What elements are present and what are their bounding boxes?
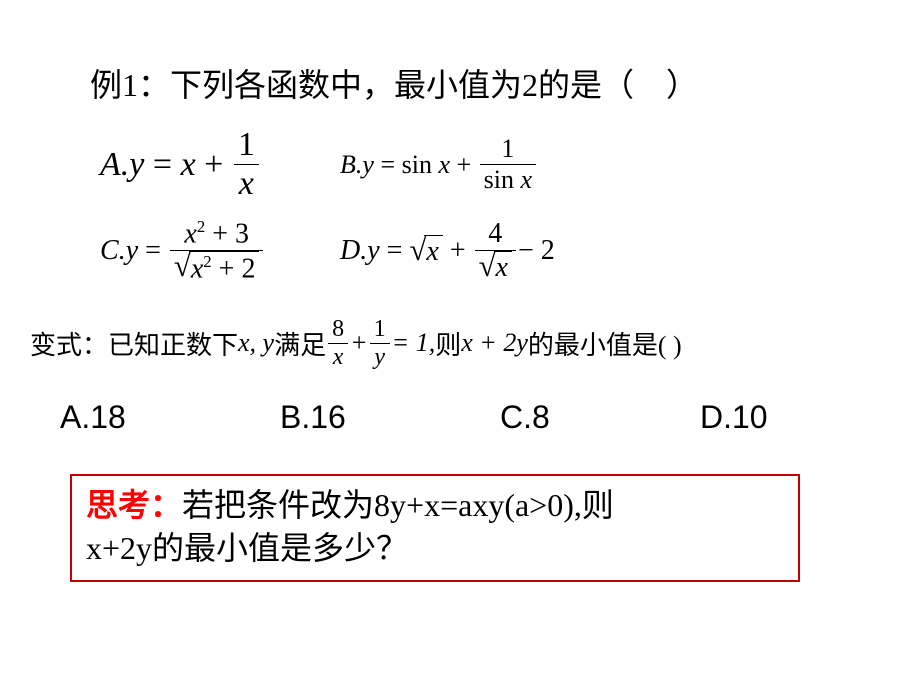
opt-b-sinx: sin sin xx <box>402 150 450 180</box>
option-c: C. y = x2 + 3 √ x2 + 2 <box>100 217 330 286</box>
opt-a-lhs: y <box>129 146 144 184</box>
choice-d: D.10 <box>700 399 768 436</box>
choice-b: B.16 <box>280 399 500 436</box>
row-cd: C. y = x2 + 3 √ x2 + 2 D. y <box>100 217 860 286</box>
sqrt-wrap: √ x2 + 2 <box>174 251 260 285</box>
choice-a: A.18 <box>60 399 280 436</box>
frac-den: y <box>370 344 389 371</box>
sqrt-body: x2 + 2 <box>189 251 260 285</box>
plus-sign: + <box>443 235 473 267</box>
sqrt-body: x <box>494 251 512 284</box>
variant-frac1: 8 x <box>328 316 348 371</box>
think-label: 思考： <box>86 487 182 523</box>
choices-line: A.18 B.16 C.8 D.10 <box>60 399 860 436</box>
row-ab: A. y = x + 1 x B. y = sin sin xx + 1 <box>100 126 860 203</box>
opt-d-tail: − 2 <box>518 235 555 267</box>
frac-den: √ x <box>475 251 516 284</box>
variant-frac2: 1 y <box>370 316 390 371</box>
variant-prefix: 变式：已知正数下 <box>30 325 238 362</box>
opt-b-fraction: 1 sin x <box>480 134 536 195</box>
frac-den: x <box>235 165 258 203</box>
equals-sign: = <box>374 150 402 180</box>
variant-line: 变式：已知正数下 x, y 满足 8 x + 1 y = 1, 则 x + 2y… <box>30 316 860 371</box>
frac-den: x <box>329 344 348 371</box>
plus-sign: + <box>196 146 232 184</box>
opt-d-fraction: 4 √ x <box>475 218 516 284</box>
opt-a-label: A. <box>100 146 129 184</box>
think-box: 思考：若把条件改为8y+x=axy(a>0),则 x+2y的最小值是多少？ <box>70 474 800 582</box>
variant-suffix: 的最小值是( ) <box>528 325 682 362</box>
sqrt-wrap: √ x <box>479 251 512 284</box>
sqrt-body: x <box>424 235 442 268</box>
choice-c: C.8 <box>500 399 700 436</box>
opt-a-fraction: 1 x <box>234 126 259 203</box>
equals-sign: = <box>138 235 168 267</box>
opt-d-label: D. <box>340 235 367 267</box>
think-text2: x+2y的最小值是多少？ <box>86 530 408 566</box>
option-d: D. y = √ x + 4 √ x <box>340 218 555 284</box>
sqrt-icon: √ <box>479 251 496 284</box>
frac-num: 1 <box>497 134 518 164</box>
variant-expr: x + 2y <box>461 328 528 358</box>
options-block: A. y = x + 1 x B. y = sin sin xx + 1 <box>100 126 860 286</box>
sqrt-icon: √ <box>174 251 191 285</box>
variant-eq: = 1, <box>392 328 436 358</box>
opt-a-x: x <box>181 146 196 184</box>
opt-c-label: C. <box>100 235 126 267</box>
plus-sign: + <box>350 328 368 358</box>
frac-num: 1 <box>234 126 259 164</box>
sqrt-x: √ x <box>409 235 442 268</box>
variant-mid2: 则 <box>435 325 461 362</box>
frac-den: √ x2 + 2 <box>170 251 264 285</box>
frac-num: x2 + 3 <box>180 217 253 250</box>
think-text1: 若把条件改为8y+x=axy(a>0),则 <box>182 487 614 523</box>
frac-num: 8 <box>328 316 348 343</box>
opt-b-lhs: y <box>362 150 374 180</box>
slide-page: 例1：下列各函数中，最小值为2的是（ ） A. y = x + 1 x B. y… <box>0 0 920 690</box>
sqrt-icon: √ <box>409 235 426 268</box>
option-b: B. y = sin sin xx + 1 sin x <box>340 134 538 195</box>
plus-sign: + <box>450 150 478 180</box>
opt-c-fraction: x2 + 3 √ x2 + 2 <box>170 217 264 286</box>
frac-num: 4 <box>484 218 506 250</box>
equals-sign: = <box>380 235 410 267</box>
option-a: A. y = x + 1 x <box>100 126 330 203</box>
opt-b-label: B. <box>340 150 362 180</box>
equals-sign: = <box>144 146 180 184</box>
opt-d-lhs: y <box>367 235 379 267</box>
frac-num: 1 <box>370 316 390 343</box>
variant-mid1: 满足 <box>274 325 326 362</box>
opt-c-lhs: y <box>126 235 138 267</box>
example-title: 例1：下列各函数中，最小值为2的是（ ） <box>90 60 860 106</box>
frac-den: sin x <box>480 165 536 195</box>
variant-xy: x, y <box>238 328 274 358</box>
